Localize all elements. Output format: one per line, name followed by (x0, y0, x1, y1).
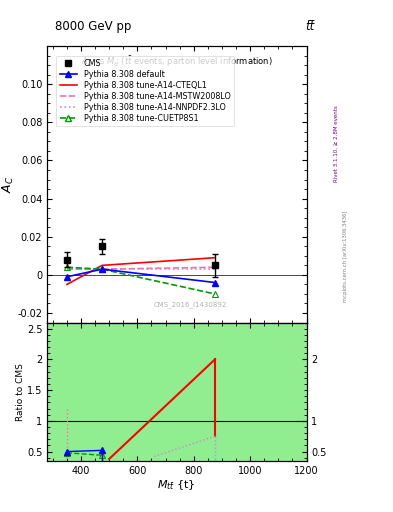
Line: Pythia 8.308 default: Pythia 8.308 default (64, 266, 218, 285)
Pythia 8.308 tune-A14-MSTW2008LO (213, 264, 217, 270)
Text: 8000 GeV pp: 8000 GeV pp (55, 20, 131, 33)
Pythia 8.308 tune-A14-CTEQL1 (64, 282, 69, 288)
Pythia 8.308 tune-A14-MSTW2008LO (100, 266, 105, 272)
Y-axis label: $A_C$: $A_C$ (1, 176, 16, 193)
Legend: CMS, Pythia 8.308 default, Pythia 8.308 tune-A14-CTEQL1, Pythia 8.308 tune-A14-M: CMS, Pythia 8.308 default, Pythia 8.308 … (56, 56, 234, 126)
Text: Rivet 3.1.10, ≥ 2.8M events: Rivet 3.1.10, ≥ 2.8M events (334, 105, 338, 182)
Pythia 8.308 tune-CUETP8S1 (213, 291, 217, 297)
Y-axis label: Ratio to CMS: Ratio to CMS (17, 362, 26, 421)
Text: tt̅: tt̅ (305, 20, 314, 33)
Pythia 8.308 tune-A14-CTEQL1 (100, 262, 105, 268)
Pythia 8.308 tune-A14-MSTW2008LO (64, 266, 69, 272)
Pythia 8.308 tune-CUETP8S1 (64, 264, 69, 270)
Text: mcplots.cern.ch [arXiv:1306.3436]: mcplots.cern.ch [arXiv:1306.3436] (343, 210, 348, 302)
Line: Pythia 8.308 tune-CUETP8S1: Pythia 8.308 tune-CUETP8S1 (64, 265, 218, 297)
Text: CMS_2016_I1430892: CMS_2016_I1430892 (153, 301, 226, 308)
Pythia 8.308 default (64, 274, 69, 280)
Pythia 8.308 tune-A14-CTEQL1 (213, 254, 217, 261)
Pythia 8.308 tune-CUETP8S1 (100, 266, 105, 272)
Line: Pythia 8.308 tune-A14-MSTW2008LO: Pythia 8.308 tune-A14-MSTW2008LO (67, 267, 215, 269)
Pythia 8.308 tune-A14-NNPDF2.3LO (64, 266, 69, 272)
Line: Pythia 8.308 tune-A14-CTEQL1: Pythia 8.308 tune-A14-CTEQL1 (67, 258, 215, 285)
X-axis label: $M_{t\bar{t}}$ {t}: $M_{t\bar{t}}$ {t} (158, 478, 196, 492)
Pythia 8.308 tune-A14-NNPDF2.3LO (213, 266, 217, 272)
Pythia 8.308 tune-A14-NNPDF2.3LO (100, 266, 105, 272)
Pythia 8.308 default (213, 280, 217, 286)
Text: $A_C$ vs $M_{t\bar{t}}$ ($t\bar{t}$ events, parton level information): $A_C$ vs $M_{t\bar{t}}$ ($t\bar{t}$ even… (81, 54, 273, 69)
Pythia 8.308 default (100, 266, 105, 272)
